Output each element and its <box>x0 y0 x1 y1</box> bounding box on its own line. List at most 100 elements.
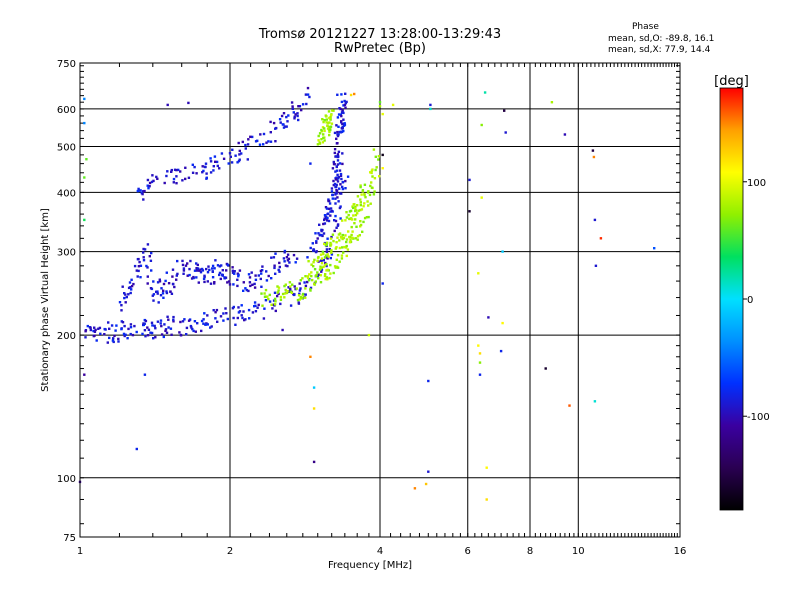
point-scattered <box>312 460 316 464</box>
point-o <box>320 229 323 233</box>
point-x <box>327 255 330 258</box>
point-x <box>320 262 324 265</box>
point-o <box>291 107 294 110</box>
point-x <box>317 277 320 280</box>
point-o <box>224 307 227 310</box>
point-o <box>178 331 181 334</box>
point-o <box>170 292 174 295</box>
point-o <box>213 267 216 270</box>
point-x <box>354 209 358 212</box>
point-scattered <box>568 404 571 407</box>
point-o <box>333 131 337 135</box>
point-o <box>287 257 291 261</box>
point-o <box>264 299 268 302</box>
point-x <box>323 127 326 130</box>
point-o <box>171 268 175 271</box>
x-tick-label: 6 <box>465 546 471 557</box>
point-o <box>223 277 226 280</box>
point-o <box>200 329 203 333</box>
point-x <box>327 129 331 132</box>
point-x <box>281 292 285 296</box>
point-o <box>283 249 287 253</box>
point-o <box>146 282 149 285</box>
point-o <box>203 274 206 277</box>
point-o <box>190 277 194 280</box>
point-o <box>129 326 133 329</box>
point-x <box>335 258 338 261</box>
point-scattered <box>413 487 417 490</box>
point-x <box>273 303 277 306</box>
point-o <box>304 293 307 296</box>
point-o <box>337 176 341 179</box>
point-o <box>196 322 199 325</box>
point-o <box>149 259 153 262</box>
point-o <box>334 197 337 200</box>
point-o <box>127 327 130 331</box>
point-scattered <box>353 92 356 96</box>
point-x <box>321 250 325 254</box>
point-x <box>328 116 331 120</box>
point-o <box>327 199 330 203</box>
point-o <box>322 259 325 262</box>
point-o <box>335 169 339 172</box>
point-o <box>220 152 224 155</box>
point-o <box>172 320 175 323</box>
point-x <box>330 122 334 125</box>
point-o <box>336 173 339 177</box>
point-o <box>137 265 141 268</box>
point-o <box>251 283 254 286</box>
point-x <box>350 225 353 229</box>
point-scattered <box>544 367 547 370</box>
point-x <box>323 242 326 246</box>
point-o <box>240 152 243 155</box>
point-scattered <box>478 352 482 355</box>
point-o <box>339 205 342 208</box>
point-x <box>359 184 362 187</box>
point-x <box>353 203 356 206</box>
point-o <box>189 259 192 263</box>
point-x <box>320 257 324 260</box>
point-o <box>186 262 189 265</box>
point-o <box>318 233 321 237</box>
point-x <box>351 236 354 240</box>
point-o <box>344 179 347 183</box>
point-o <box>151 294 154 297</box>
point-o <box>195 267 198 270</box>
point-o <box>274 309 277 313</box>
point-x <box>276 291 279 294</box>
point-o <box>202 277 206 280</box>
point-x <box>313 258 316 262</box>
point-o <box>224 276 228 279</box>
point-o <box>267 140 270 143</box>
point-o <box>340 100 344 104</box>
point-o <box>196 263 199 267</box>
point-o <box>286 259 290 262</box>
point-o <box>341 187 345 191</box>
point-o <box>194 330 197 333</box>
point-o <box>93 330 97 333</box>
point-x <box>348 217 351 221</box>
y-tick-label: 300 <box>57 248 76 259</box>
point-x <box>316 259 319 263</box>
point-o <box>141 190 145 193</box>
point-o <box>344 106 347 109</box>
point-x <box>276 285 279 288</box>
point-o <box>222 319 225 322</box>
point-scattered <box>592 155 596 159</box>
point-o <box>341 125 344 129</box>
point-x <box>370 171 373 175</box>
point-o <box>166 170 169 173</box>
point-o <box>238 269 242 272</box>
point-o <box>142 198 145 201</box>
point-scattered <box>83 218 86 222</box>
point-o <box>195 276 198 279</box>
point-x <box>273 297 277 301</box>
point-o <box>227 280 231 283</box>
point-x <box>336 236 339 239</box>
point-x <box>359 185 362 189</box>
point-o <box>218 271 222 275</box>
stats-line-o: mean, sd,O: -89.8, 16.1 <box>608 34 715 44</box>
point-x <box>361 189 365 192</box>
point-o <box>198 269 201 272</box>
point-o <box>89 328 92 332</box>
